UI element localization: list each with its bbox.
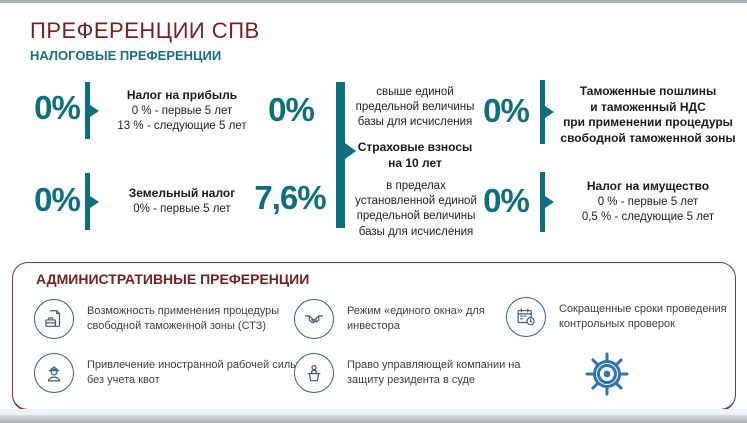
document-briefcase-icon [34,299,74,339]
insurance-above-line: свыше единой [376,86,454,98]
insurance-above-line: базы для исчисления [357,116,473,129]
property-tax-text: Налог на имущество 0 % - первые 5 лет 0,… [552,179,744,225]
property-tax-bracket [540,172,554,232]
admin-item-label: Режим «единого окна» для инвестора [347,305,485,332]
property-tax-line: 0 % - первые 5 лет [597,195,699,208]
tax-section-title: НАЛОГОВЫЕ ПРЕФЕРЕНЦИИ [30,48,222,63]
page-title: ПРЕФЕРЕНЦИИ СПВ [30,18,260,43]
customs-text: Таможенные пошлины и таможенный НДС при … [552,84,744,146]
insurance-above-text: свыше единой предельной величины базы дл… [350,85,480,131]
calendar-clock-icon [506,297,546,337]
property-tax-line: 0,5 % - следующие 5 лет [581,210,715,223]
admin-item-label: Возможность применения процедуры свободн… [87,305,280,332]
insurance-below-value: 7,6% [254,179,326,216]
profit-tax-line: 0 % - первые 5 лет [131,104,233,117]
window-top-edge [0,0,747,3]
land-tax-bracket [85,173,99,230]
land-tax-line: 0% - первые 5 лет [133,202,231,215]
customs-value: 0% [483,92,530,129]
profit-tax-title: Налог на прибыль [126,88,238,102]
insurance-below-line: предельной величины [356,210,476,223]
admin-section-title: АДМИНИСТРАТИВНЫЕ ПРЕФЕРЕНЦИИ [36,271,310,287]
insurance-above-value: 0% [268,91,315,128]
profit-tax-value: 0% [34,89,81,126]
insurance-below-line: в пределах [386,180,446,192]
profit-tax-line: 13 % - следующие 5 лет [117,119,247,132]
window-bottom-edge [0,415,747,423]
worker-icon [34,353,74,393]
land-tax-value: 0% [34,181,81,218]
customs-bracket [540,80,554,144]
insurance-below-line: установленной единой [355,195,477,208]
customs-title-line: при применении процедуры [563,115,733,130]
admin-preferences-panel: АДМИНИСТРАТИВНЫЕ ПРЕФЕРЕНЦИИ [12,262,736,411]
admin-item-label: Привлечение иностранной рабочей силы без… [87,359,299,386]
admin-item-label: Право управляющей компании на защиту рез… [347,359,521,386]
insurance-label-line: на 10 лет [388,155,442,170]
insurance-above-line: предельной величины [355,101,475,114]
admin-item-ftz: Возможность применения процедуры свободн… [34,299,304,339]
property-tax-value: 0% [483,182,530,219]
customs-title-line: и таможенный НДС [590,99,706,114]
ship-helm-icon [583,350,631,398]
land-tax-title: Земельный налог [128,186,236,200]
speaker-podium-icon [294,353,334,393]
insurance-below-line: базы для исчисления [358,225,474,238]
admin-item-inspections: Сокращенные сроки проведения контрольных… [506,297,744,337]
admin-item-label: Сокращенные сроки проведения контрольных… [559,303,727,330]
insurance-label: Страховые взносы на 10 лет [350,140,480,171]
insurance-label-line: Страховые взносы [357,140,473,154]
admin-item-single-window: Режим «единого окна» для инвестора [294,299,524,339]
admin-item-foreign-labor: Привлечение иностранной рабочей силы без… [34,353,304,393]
profit-tax-text: Налог на прибыль 0 % - первые 5 лет 13 %… [103,88,261,134]
insurance-below-text: в пределах установленной единой предельн… [350,179,482,240]
insurance-bracket [336,82,356,228]
customs-title-line: Таможенные пошлины [579,84,717,98]
property-tax-title: Налог на имущество [586,179,710,193]
admin-item-court-defense: Право управляющей компании на защиту рез… [294,353,524,393]
customs-title-line: свободной таможенной зоны [560,130,736,145]
profit-tax-bracket [85,82,99,139]
land-tax-text: Земельный налог 0% - первые 5 лет [103,186,261,217]
handshake-icon [294,299,334,339]
